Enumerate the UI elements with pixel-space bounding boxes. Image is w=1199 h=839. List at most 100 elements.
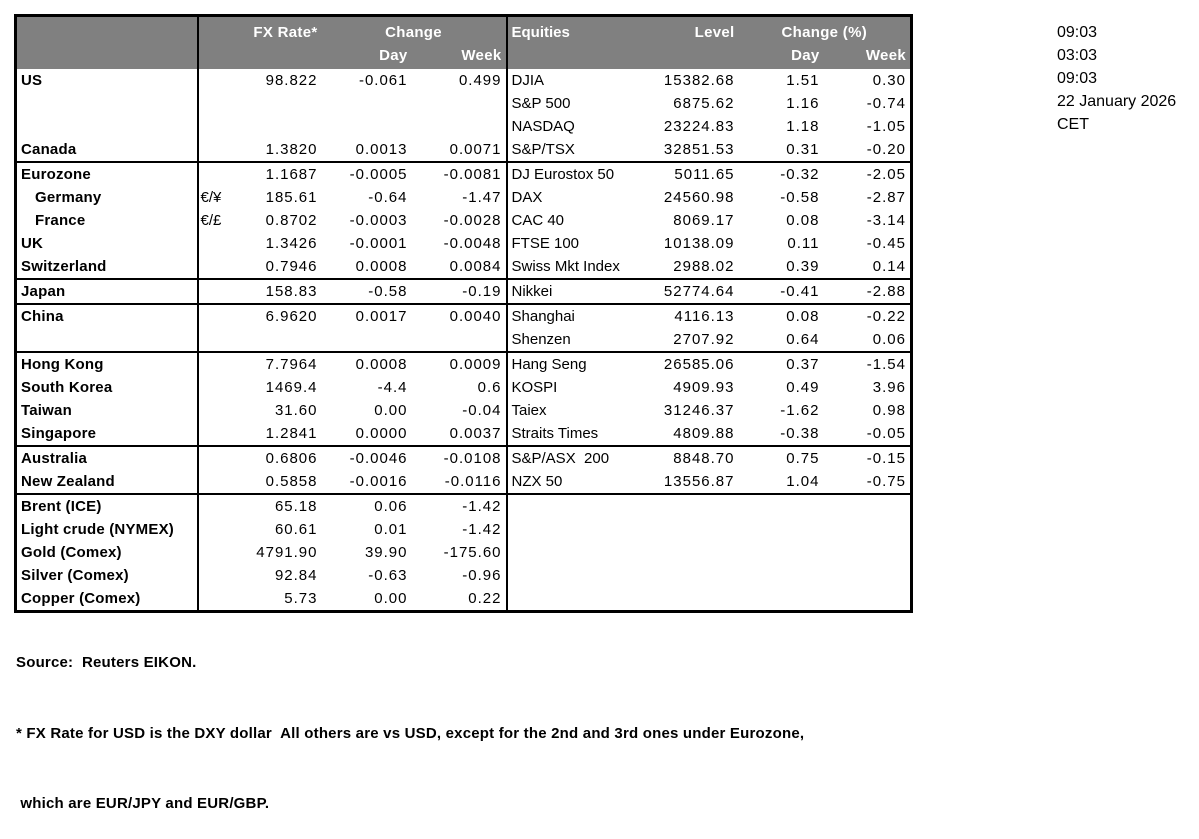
header-fx-change: Change: [321, 15, 508, 47]
currency-pair-symbol: [198, 232, 234, 255]
equity-name: FTSE 100: [511, 235, 580, 252]
equity-level: [642, 541, 739, 564]
table-header: FX Rate* Change Equities Level Change (%…: [15, 15, 912, 69]
table-row: Japan 158.83 -0.58 -0.19 Nikkei 52774.64 -0.41…: [15, 279, 912, 305]
equity-level: 4809.88: [641, 422, 739, 447]
equity-week-change: -0.15: [866, 450, 906, 467]
equity-name: NZX 50: [506, 470, 642, 495]
fx-rate-value: 4791.90: [256, 544, 318, 561]
fx-day-change: -0.63: [368, 567, 408, 584]
header-fx-week: Week: [411, 47, 508, 69]
country-label: [15, 328, 199, 353]
country-label: Eurozone: [15, 162, 199, 186]
table-row: NASDAQ 23224.83 1.18 -1.05: [15, 115, 912, 138]
fx-equities-table: FX Rate* Change Equities Level Change (%…: [14, 14, 913, 613]
fx-rate-value: 92.84: [274, 567, 318, 584]
table-row: Shenzen 2707.92 0.64 0.06: [15, 328, 912, 353]
equity-name: [507, 518, 642, 541]
fx-week-change: -0.0116: [411, 470, 508, 495]
equity-day-change: 0.39: [738, 255, 824, 280]
fx-week-change: -1.42: [411, 518, 508, 541]
fx-rate-value: 0.6806: [265, 450, 318, 467]
fx-rate-value: 185.61: [265, 189, 318, 206]
fx-day-change: 0.01: [374, 521, 408, 538]
table-body: US 98.822 -0.061 0.499 DJIA 15382.68 1.51 0.30 S…: [15, 69, 912, 612]
fx-week-change: -0.0108: [411, 446, 508, 470]
country-label: Switzerland: [15, 255, 199, 280]
equity-name: S&P/ASX 200: [511, 450, 610, 467]
country-label: Singapore: [15, 422, 199, 447]
equity-level: 31246.37: [663, 402, 735, 419]
fx-week-change: 0.0040: [411, 304, 508, 328]
currency-pair-symbol: [198, 352, 234, 376]
fx-week-change: -0.0081: [411, 162, 508, 186]
fx-rate-value: 6.9620: [265, 308, 318, 325]
fx-week-change: 0.499: [411, 69, 508, 92]
equity-name: NASDAQ: [511, 118, 575, 135]
equity-week-change: -3.14: [866, 212, 906, 229]
country-label: Gold (Comex): [15, 541, 199, 564]
header-equities: Equities: [506, 15, 642, 47]
fx-week-change: 0.0084: [411, 255, 508, 280]
equity-week-change: [824, 541, 912, 564]
fx-day-change: [322, 92, 412, 115]
fx-day-change: 0.0013: [321, 138, 412, 163]
fx-week-change: -1.42: [411, 494, 508, 518]
table-row: US 98.822 -0.061 0.499 DJIA 15382.68 1.51 0.30: [15, 69, 912, 92]
equity-day-change: [739, 518, 824, 541]
country-label: Copper (Comex): [15, 587, 199, 612]
country-label: France: [15, 209, 199, 232]
table-row: Switzerland 0.7946 0.0008 0.0084 Swiss Mkt I…: [15, 255, 912, 280]
fx-week-change: -175.60: [411, 541, 508, 564]
equity-name: [507, 494, 642, 518]
equity-level: 24560.98: [663, 189, 735, 206]
date-label: 22 January 2026: [1057, 93, 1177, 110]
currency-pair-symbol: [198, 518, 234, 541]
equity-name: CAC 40: [511, 212, 565, 229]
country-label: South Korea: [15, 376, 199, 399]
equity-name: Swiss Mkt Index: [506, 255, 642, 280]
currency-pair-symbol: [197, 138, 234, 163]
fx-day-change: 0.0017: [355, 308, 408, 325]
equity-day-change: 1.04: [738, 470, 824, 495]
equity-week-change: -0.45: [866, 235, 906, 252]
currency-pair-symbol: €/£: [200, 212, 222, 229]
fx-day-change: -0.0003: [349, 212, 408, 229]
country-label: Australia: [15, 446, 199, 470]
country-label: Germany: [15, 186, 199, 209]
table-row: Silver (Comex) 92.84 -0.63 -0.96: [15, 564, 912, 587]
equity-level: 5011.65: [674, 166, 735, 183]
fx-day-change: -0.0005: [349, 166, 408, 183]
equity-name: DJIA: [511, 72, 545, 89]
fx-week-change: 0.6: [411, 376, 508, 399]
equity-day-change: [739, 564, 824, 587]
header-empty-4: [506, 47, 642, 69]
currency-pair-symbol: [197, 328, 234, 353]
equity-week-change: [824, 518, 912, 541]
header-empty-1: [15, 47, 199, 69]
fx-rate-value: [234, 115, 322, 138]
fx-day-change: -0.0001: [349, 235, 408, 252]
country-label: Taiwan: [15, 399, 199, 422]
fx-rate-value: 31.60: [274, 402, 318, 419]
fx-week-change: -0.0028: [411, 209, 508, 232]
equity-name: Shanghai: [511, 308, 575, 325]
table-row: New Zealand 0.5858 -0.0016 -0.0116 NZX 50 135…: [15, 470, 912, 495]
fx-week-change: -0.19: [411, 279, 508, 305]
table-row: South Korea 1469.4 -4.4 0.6 KOSPI 4909.93 0.49…: [15, 376, 912, 399]
fx-day-change: -0.061: [358, 72, 408, 89]
table-row: UK 1.3426 -0.0001 -0.0048 FTSE 100 10138.09 0.…: [15, 232, 912, 255]
country-label: Brent (ICE): [15, 494, 199, 518]
fx-rate-value: 1.3426: [265, 235, 318, 252]
header-symbol-spacer: [197, 15, 234, 47]
currency-pair-symbol: [198, 304, 234, 328]
currency-pair-symbol: [198, 115, 234, 138]
equity-level: 23224.83: [663, 118, 735, 135]
currency-pair-symbol: [198, 162, 234, 186]
equity-name: [507, 541, 642, 564]
equity-level: 8069.17: [673, 212, 735, 229]
equity-week-change: [824, 494, 912, 518]
currency-pair-symbol: [198, 541, 234, 564]
equity-name: [507, 564, 642, 587]
header-fx-rate: FX Rate*: [233, 15, 322, 47]
